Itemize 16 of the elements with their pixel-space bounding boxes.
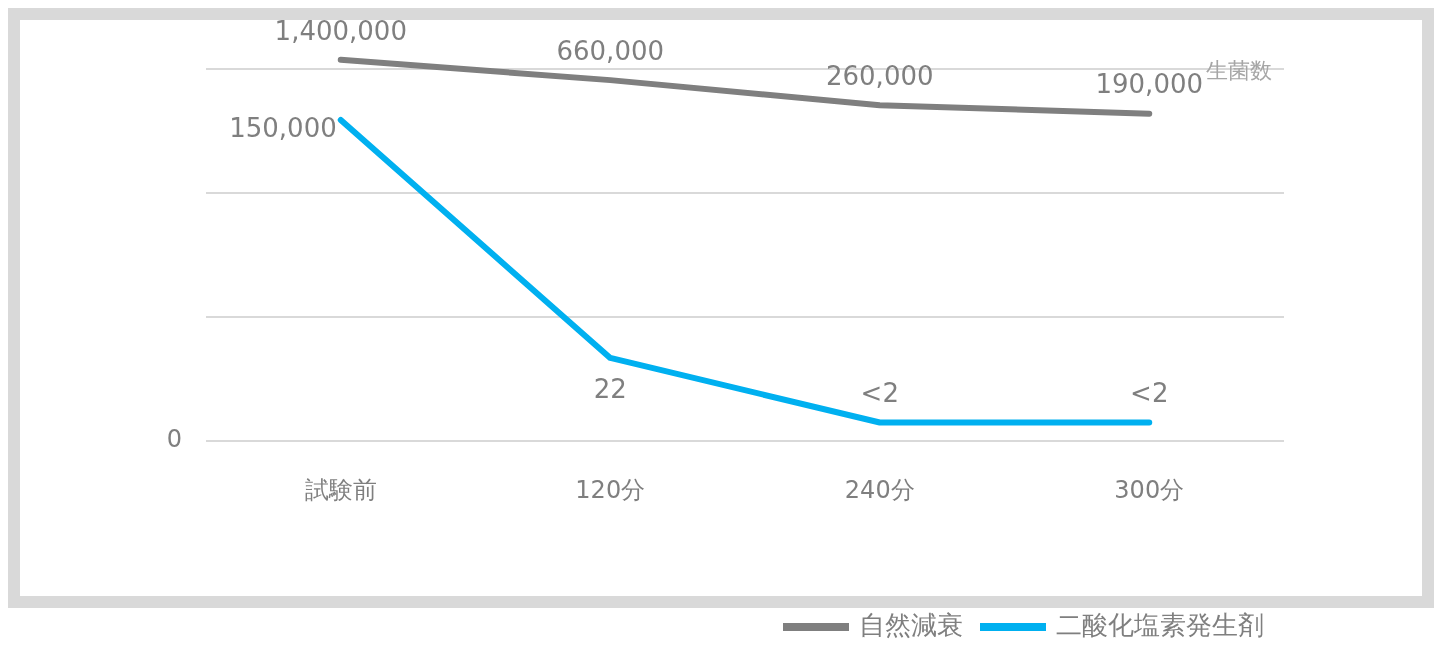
- x-tick-label: 試験前: [304, 475, 377, 504]
- legend-label: 自然減衰: [859, 609, 963, 640]
- data-label: 22: [593, 373, 627, 404]
- data-label: 150,000: [229, 112, 337, 143]
- x-tick-label: 300分: [1114, 475, 1185, 504]
- y-axis-title: 生菌数: [1206, 57, 1272, 83]
- data-label: 260,000: [825, 60, 934, 91]
- data-label: <2: [1130, 378, 1169, 409]
- text: 0: [166, 425, 182, 454]
- x-tick-label: 120分: [575, 475, 646, 504]
- data-label: <2: [860, 378, 899, 409]
- x-tick-label: 240分: [844, 475, 915, 504]
- data-label: 1,400,000: [274, 15, 407, 46]
- data-label: 660,000: [556, 35, 665, 66]
- data-label: 190,000: [1095, 69, 1204, 100]
- legend-label: 二酸化塩素発生剤: [1056, 609, 1264, 640]
